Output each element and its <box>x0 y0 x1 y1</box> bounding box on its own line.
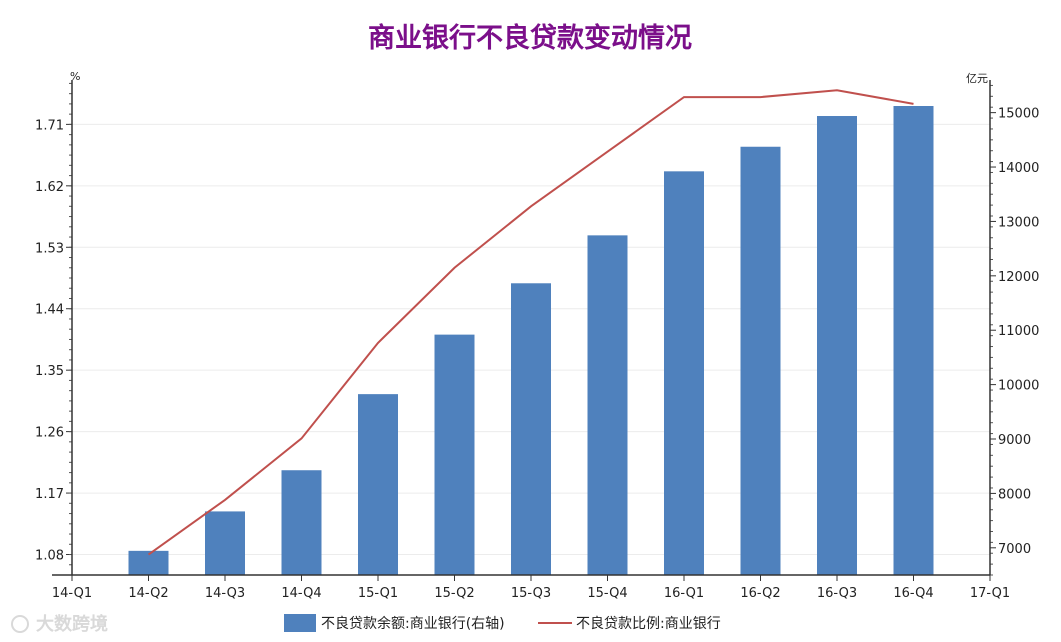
x-tick-label: 14-Q2 <box>128 586 168 601</box>
axes: 1.08 1.17 1.26 1.35 1.44 1.53 1.62 1.71 7000 8000… <box>35 80 1039 601</box>
x-tick-label: 15-Q1 <box>358 586 398 601</box>
right-tick-label: 7000 <box>998 542 1031 557</box>
right-tick-label: 8000 <box>998 487 1031 502</box>
bar <box>128 550 169 575</box>
legend-line-label: 不良贷款比例:商业银行 <box>576 616 721 632</box>
watermark-text: 大数跨境 <box>36 613 108 635</box>
x-tick-label: 14-Q4 <box>281 586 321 601</box>
bar <box>893 106 934 575</box>
x-tick-label: 14-Q3 <box>205 586 245 601</box>
left-tick-label: 1.26 <box>35 426 64 441</box>
bar <box>587 235 628 575</box>
bar <box>358 394 398 575</box>
x-tick-label: 17-Q1 <box>970 586 1010 601</box>
legend-bar-swatch <box>284 614 316 632</box>
left-tick-label: 1.08 <box>35 549 64 564</box>
legend-bar-label: 不良贷款余额:商业银行(右轴) <box>321 615 505 632</box>
bar <box>281 470 322 575</box>
right-tick-label: 12000 <box>998 270 1039 285</box>
right-tick-label: 9000 <box>998 433 1031 448</box>
left-tick-label: 1.71 <box>35 118 64 133</box>
legend: 不良贷款余额:商业银行(右轴) 不良贷款比例:商业银行 <box>284 614 721 632</box>
line-series <box>147 89 914 556</box>
bar <box>740 146 781 575</box>
x-tick-label: 16-Q2 <box>740 586 780 601</box>
bar <box>511 283 551 575</box>
right-tick-label: 11000 <box>998 324 1039 339</box>
x-tick-label: 15-Q3 <box>511 586 551 601</box>
x-tick-label: 16-Q1 <box>664 586 704 601</box>
chart-title: 商业银行不良贷款变动情况 <box>368 22 692 54</box>
watermark-logo-icon <box>11 615 29 633</box>
left-axis-unit: % <box>70 70 80 83</box>
bar <box>664 171 704 576</box>
left-tick-label: 1.53 <box>35 241 64 256</box>
right-tick-label: 14000 <box>998 161 1039 176</box>
right-tick-label: 10000 <box>998 379 1039 394</box>
bar-series <box>128 106 934 576</box>
left-tick-label: 1.35 <box>35 364 64 379</box>
bar <box>434 334 475 575</box>
x-tick-label: 16-Q3 <box>817 586 857 601</box>
right-tick-label: 15000 <box>998 107 1039 122</box>
x-tick-label: 14-Q1 <box>52 586 92 601</box>
x-tick-label: 15-Q4 <box>587 586 627 601</box>
bar <box>817 116 857 575</box>
left-tick-label: 1.17 <box>35 487 64 502</box>
x-tick-label: 15-Q2 <box>434 586 474 601</box>
left-tick-label: 1.62 <box>35 180 64 195</box>
watermark: 大数跨境 <box>11 613 108 635</box>
left-tick-label: 1.44 <box>35 303 64 318</box>
right-axis-unit: 亿元 <box>966 72 988 85</box>
bar <box>205 511 245 575</box>
line-path <box>147 89 914 556</box>
right-tick-label: 13000 <box>998 215 1039 230</box>
x-tick-label: 16-Q4 <box>893 586 933 601</box>
